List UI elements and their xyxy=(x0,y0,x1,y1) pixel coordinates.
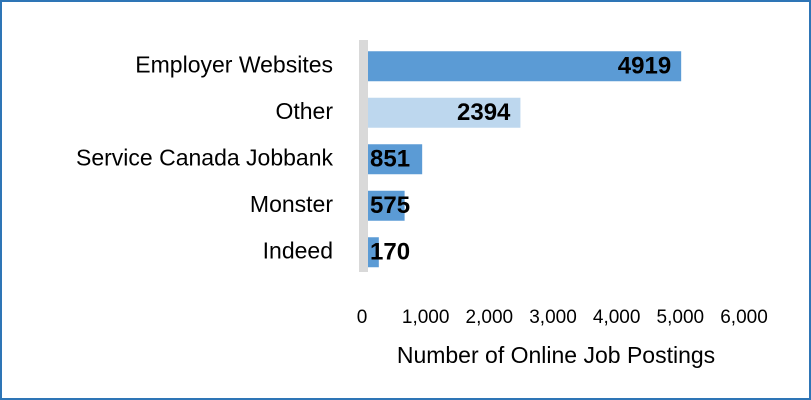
bar xyxy=(368,237,379,268)
y-tick-label: Monster xyxy=(250,191,333,217)
x-tick-label: 4,000 xyxy=(593,307,641,328)
x-tick-label: 2,000 xyxy=(466,307,514,328)
bar xyxy=(368,144,423,175)
x-axis-title: Number of Online Job Postings xyxy=(397,342,715,368)
y-tick-label: Other xyxy=(275,98,333,124)
x-tick-label: 5,000 xyxy=(657,307,705,328)
bar xyxy=(368,190,405,221)
bar xyxy=(368,51,682,82)
x-tick-label: 1,000 xyxy=(402,307,450,328)
x-tick-label: 6,000 xyxy=(720,307,768,328)
data-label: 4919 xyxy=(618,53,671,80)
bar xyxy=(368,97,521,128)
y-tick-label: Service Canada Jobbank xyxy=(76,144,333,170)
data-label: 851 xyxy=(370,146,410,173)
data-label: 2394 xyxy=(457,99,511,126)
x-tick-label: 0 xyxy=(357,307,368,328)
x-tick-label: 3,000 xyxy=(529,307,577,328)
y-tick-label: Employer Websites xyxy=(135,51,333,77)
data-label: 170 xyxy=(370,239,410,266)
y-axis-line xyxy=(359,40,368,272)
y-tick-label: Indeed xyxy=(263,237,333,263)
data-label: 575 xyxy=(370,192,410,219)
